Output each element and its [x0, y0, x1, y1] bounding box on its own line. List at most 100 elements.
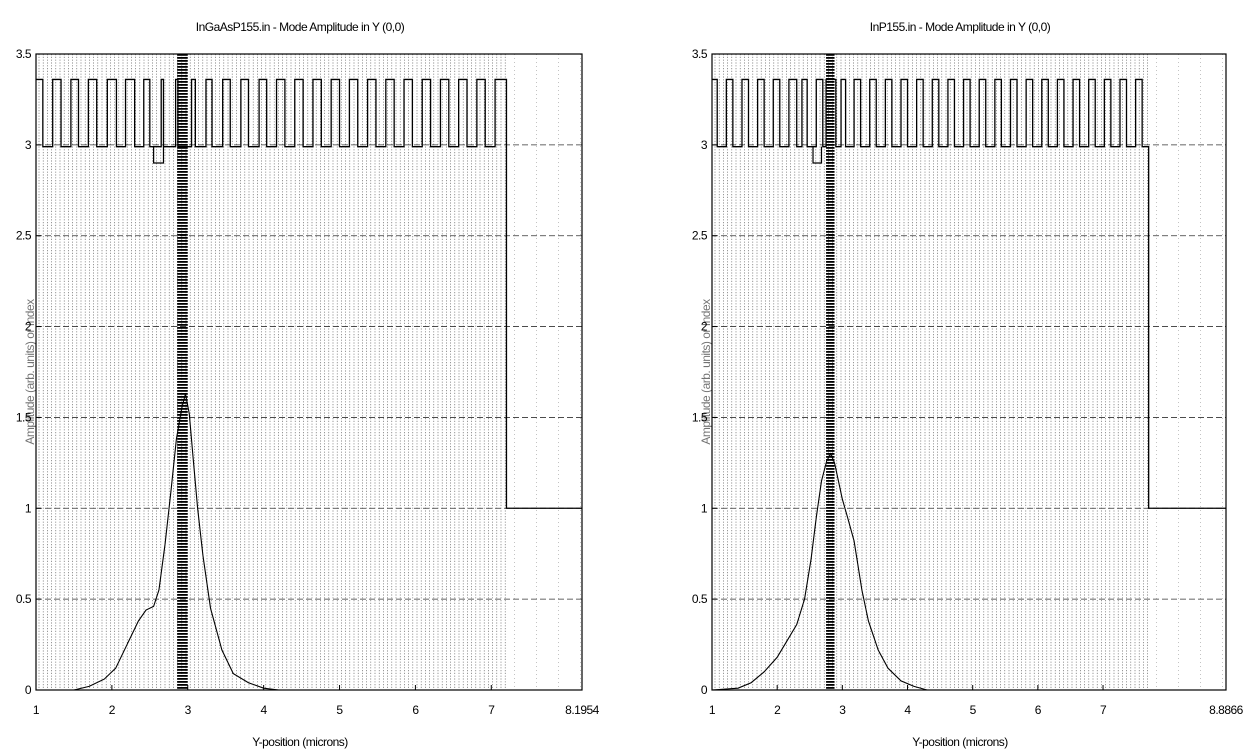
active-region-stripe: [826, 282, 835, 284]
active-region-stripe: [177, 582, 188, 584]
active-region-stripe: [177, 420, 188, 422]
active-region-stripe: [177, 465, 188, 467]
active-region-stripe: [826, 246, 835, 248]
active-region: [177, 54, 188, 689]
active-region-stripe: [826, 648, 835, 650]
mode-amplitude-line: [711, 452, 973, 691]
active-region-stripe: [826, 636, 835, 638]
active-region-stripe: [826, 279, 835, 281]
active-region-stripe: [826, 276, 835, 278]
active-region-stripe: [177, 564, 188, 566]
active-region-stripe: [826, 213, 835, 215]
vertical-grid: [714, 54, 1223, 690]
active-region-stripe: [826, 495, 835, 497]
active-region-stripe: [177, 198, 188, 200]
active-region-stripe: [826, 549, 835, 551]
active-region-stripe: [826, 360, 835, 362]
active-region-stripe: [826, 231, 835, 233]
active-region-stripe: [826, 408, 835, 410]
active-region-stripe: [826, 660, 835, 662]
active-region-stripe: [177, 621, 188, 623]
active-region-stripe: [826, 339, 835, 341]
active-region-stripe: [177, 180, 188, 182]
active-region-stripe: [826, 111, 835, 113]
x-tick-label: 6: [412, 703, 419, 717]
y-tick-label: 1.5: [16, 410, 32, 424]
active-region-stripe: [177, 672, 188, 674]
active-region-stripe: [177, 306, 188, 308]
y-tick-label: 2.5: [16, 229, 32, 243]
active-region-stripe: [826, 252, 835, 254]
active-region-stripe: [826, 687, 835, 689]
horizontal-grid: [36, 53, 582, 691]
active-region-stripe: [826, 582, 835, 584]
active-region-stripe: [826, 159, 835, 161]
active-region-stripe: [177, 162, 188, 164]
active-region-stripe: [177, 99, 188, 101]
active-region-stripe: [826, 285, 835, 287]
active-region-stripe: [826, 516, 835, 518]
active-region-stripe: [177, 237, 188, 239]
active-region-stripe: [826, 72, 835, 74]
y-tick-label: 3: [25, 138, 32, 152]
active-region-stripe: [826, 237, 835, 239]
active-region-stripe: [826, 261, 835, 263]
active-region-stripe: [826, 450, 835, 452]
active-region-stripe: [177, 501, 188, 503]
active-region-stripe: [177, 459, 188, 461]
active-region-stripe: [826, 585, 835, 587]
active-region-stripe: [177, 117, 188, 119]
active-region-stripe: [826, 249, 835, 251]
active-region-stripe: [177, 597, 188, 599]
active-region-stripe: [826, 438, 835, 440]
active-region-stripe: [177, 90, 188, 92]
active-region-stripe: [826, 417, 835, 419]
active-region-stripe: [177, 189, 188, 191]
active-region-stripe: [826, 117, 835, 119]
x-axis-label: Y-position (microns): [252, 735, 348, 749]
active-region-stripe: [177, 207, 188, 209]
active-region-stripe: [177, 504, 188, 506]
x-tick-label: 8.8866: [1209, 703, 1244, 717]
active-region-stripe: [177, 570, 188, 572]
active-region-stripe: [826, 153, 835, 155]
y-tick-label: 3.5: [692, 47, 708, 61]
active-region-stripe: [177, 624, 188, 626]
active-region-stripe: [177, 552, 188, 554]
active-region-stripe: [177, 270, 188, 272]
active-region-stripe: [177, 93, 188, 95]
index-dip: [153, 146, 165, 164]
active-region-stripe: [177, 630, 188, 632]
active-region-stripe: [826, 201, 835, 203]
active-region-stripe: [826, 543, 835, 545]
active-region-stripe: [177, 174, 188, 176]
active-region-stripe: [177, 480, 188, 482]
active-region-stripe: [826, 210, 835, 212]
active-region-stripe: [826, 81, 835, 83]
active-region-stripe: [177, 387, 188, 389]
active-region-stripe: [177, 606, 188, 608]
x-tick-label: 1: [709, 703, 716, 717]
active-region-stripe: [826, 651, 835, 653]
active-region-stripe: [177, 360, 188, 362]
active-region-stripe: [826, 84, 835, 86]
active-region-stripe: [826, 255, 835, 257]
active-region-stripe: [177, 540, 188, 542]
active-region-stripe: [826, 570, 835, 572]
active-region-stripe: [826, 54, 835, 56]
active-region-stripe: [826, 264, 835, 266]
active-region-stripe: [826, 444, 835, 446]
active-region-stripe: [826, 354, 835, 356]
active-region-stripe: [826, 600, 835, 602]
y-tick-label: 2: [25, 320, 32, 334]
active-region-stripe: [826, 411, 835, 413]
active-region-stripe: [177, 474, 188, 476]
active-region-stripe: [177, 441, 188, 443]
active-region-stripe: [177, 642, 188, 644]
active-region-stripe: [826, 243, 835, 245]
active-region-stripe: [826, 267, 835, 269]
active-region-stripe: [177, 522, 188, 524]
active-region-stripe: [177, 489, 188, 491]
active-region-stripe: [177, 246, 188, 248]
active-region-stripe: [177, 171, 188, 173]
